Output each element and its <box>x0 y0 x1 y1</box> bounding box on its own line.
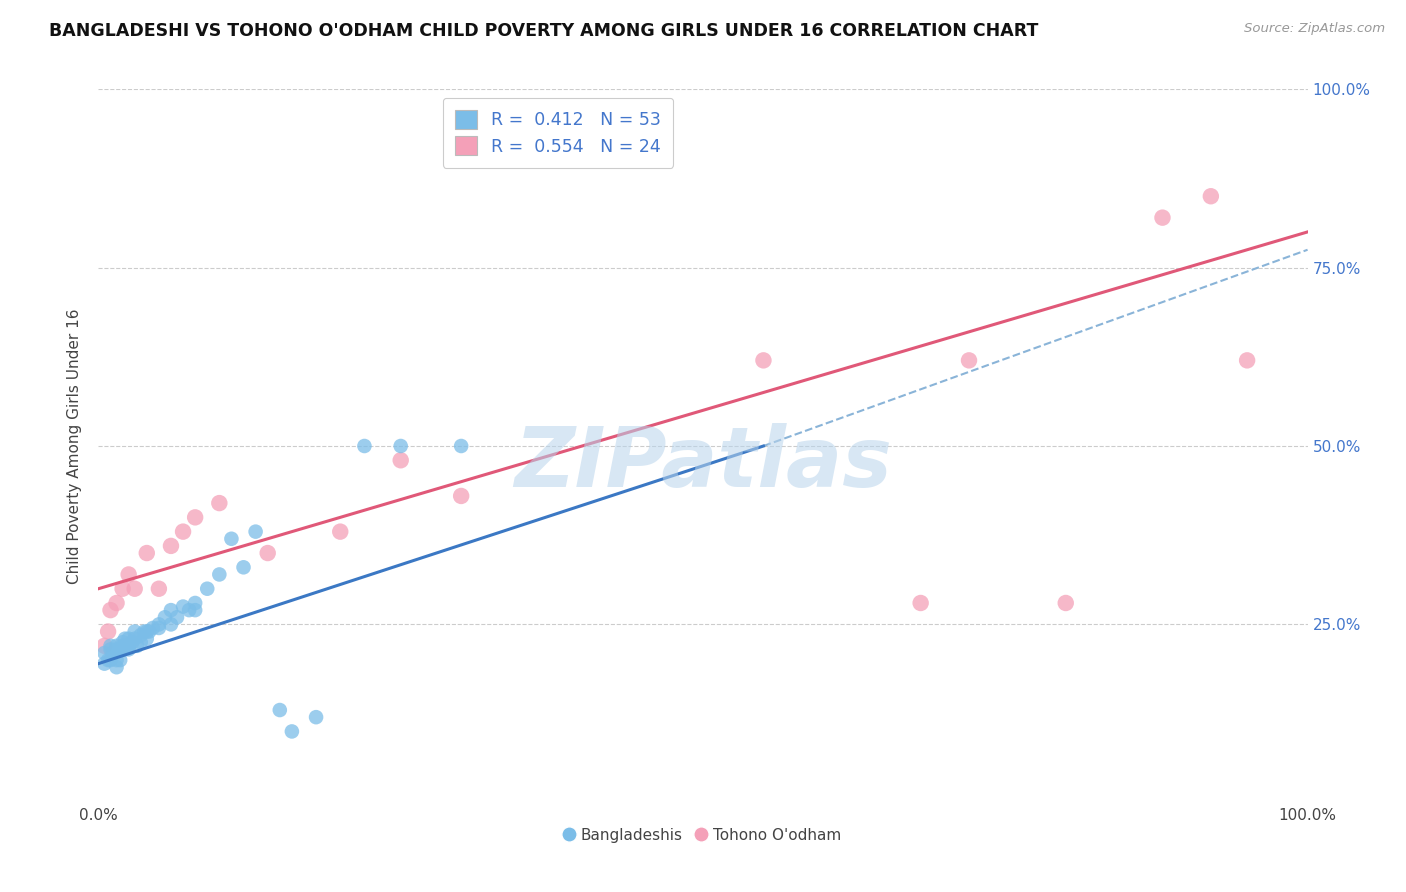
Point <box>389 439 412 453</box>
Point <box>111 635 134 649</box>
Text: ZIPatlas: ZIPatlas <box>515 424 891 504</box>
Point <box>100 639 122 653</box>
Point <box>148 582 170 596</box>
Point <box>105 639 128 653</box>
Point <box>1054 596 1077 610</box>
Point <box>910 596 932 610</box>
Point <box>100 653 122 667</box>
Point <box>124 582 146 596</box>
Point <box>160 617 183 632</box>
Point <box>208 567 231 582</box>
Point <box>184 510 207 524</box>
Point <box>1152 211 1174 225</box>
Point <box>118 632 141 646</box>
Point <box>100 603 122 617</box>
Text: BANGLADESHI VS TOHONO O'ODHAM CHILD POVERTY AMONG GIRLS UNDER 16 CORRELATION CHA: BANGLADESHI VS TOHONO O'ODHAM CHILD POVE… <box>49 22 1039 40</box>
Point <box>93 639 115 653</box>
Point <box>129 635 152 649</box>
Point <box>114 632 136 646</box>
Point <box>93 657 115 671</box>
Point <box>105 660 128 674</box>
Point <box>97 624 120 639</box>
Point <box>353 439 375 453</box>
Point <box>138 624 160 639</box>
Point <box>305 710 328 724</box>
Point <box>135 632 157 646</box>
Point <box>148 621 170 635</box>
Point <box>135 546 157 560</box>
Point <box>1236 353 1258 368</box>
Point <box>105 642 128 657</box>
Point <box>184 596 207 610</box>
Point <box>166 610 188 624</box>
Point <box>450 489 472 503</box>
Point <box>172 599 194 614</box>
Point <box>179 603 201 617</box>
Point <box>752 353 775 368</box>
Point <box>97 653 120 667</box>
Point <box>256 546 278 560</box>
Point <box>111 639 134 653</box>
Point <box>184 603 207 617</box>
Point <box>329 524 352 539</box>
Point <box>105 653 128 667</box>
Point <box>450 439 472 453</box>
Point <box>148 617 170 632</box>
Point <box>245 524 267 539</box>
Point <box>111 582 134 596</box>
Point <box>100 642 122 657</box>
Point <box>118 567 141 582</box>
Point <box>114 639 136 653</box>
Point <box>208 496 231 510</box>
Point <box>153 610 176 624</box>
Point <box>124 624 146 639</box>
Point <box>118 639 141 653</box>
Point <box>101 646 124 660</box>
Point <box>160 539 183 553</box>
Point <box>142 621 165 635</box>
Point <box>108 653 131 667</box>
Legend: Bangladeshis, Tohono O'odham: Bangladeshis, Tohono O'odham <box>558 822 848 848</box>
Y-axis label: Child Poverty Among Girls Under 16: Child Poverty Among Girls Under 16 <box>67 309 83 583</box>
Point <box>93 646 115 660</box>
Point <box>281 724 304 739</box>
Point <box>127 639 149 653</box>
Point <box>232 560 254 574</box>
Point <box>105 596 128 610</box>
Point <box>195 582 218 596</box>
Text: Source: ZipAtlas.com: Source: ZipAtlas.com <box>1244 22 1385 36</box>
Point <box>121 635 143 649</box>
Point <box>957 353 980 368</box>
Point <box>160 603 183 617</box>
Point <box>135 624 157 639</box>
Point <box>124 632 146 646</box>
Point <box>129 628 152 642</box>
Point <box>1199 189 1222 203</box>
Point <box>389 453 412 467</box>
Point <box>269 703 291 717</box>
Point <box>111 642 134 657</box>
Point <box>172 524 194 539</box>
Point <box>108 642 131 657</box>
Point <box>134 624 156 639</box>
Point <box>118 642 141 657</box>
Point <box>221 532 243 546</box>
